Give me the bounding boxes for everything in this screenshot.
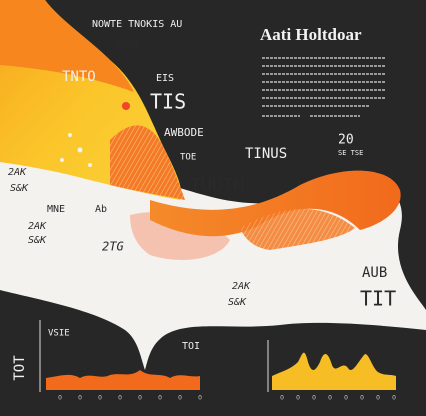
label: NOWTE TNOKIS AU <box>92 19 182 30</box>
striped-wave <box>110 125 185 200</box>
label: AUB <box>362 265 387 281</box>
label: 2TG <box>102 240 124 254</box>
label: TOI <box>182 341 200 352</box>
axis-label: 0 <box>280 395 284 402</box>
axis-label: 0 <box>296 395 300 402</box>
orange-wave-top <box>0 0 134 92</box>
orange-ribbon <box>150 170 401 237</box>
label: EIS <box>156 73 174 84</box>
striped-ribbon <box>240 208 355 250</box>
axis-label: 0 <box>98 395 102 402</box>
label: TOT <box>12 355 28 381</box>
label: TIS <box>150 90 186 114</box>
axis-label: 0 <box>178 395 182 402</box>
axis-labels: 0 0 0 0 0 0 0 0 <box>280 395 396 402</box>
label: TOE <box>180 153 196 163</box>
paragraph <box>262 57 385 117</box>
axis-label: 0 <box>328 395 332 402</box>
axis-label: 0 <box>344 395 348 402</box>
dot-cluster <box>53 133 113 201</box>
label: VSIE <box>48 329 70 339</box>
axis-label: 0 <box>376 395 380 402</box>
mini-area <box>272 352 396 390</box>
label: TINUS <box>245 146 287 162</box>
mini-area <box>46 370 200 390</box>
label: TNTO <box>62 69 96 85</box>
axis-label: 0 <box>58 395 62 402</box>
axis-label: 0 <box>158 395 162 402</box>
label: S&K <box>28 235 47 246</box>
axis-label: 0 <box>312 395 316 402</box>
label: 2AK <box>232 281 251 292</box>
label: 2AK <box>8 167 27 178</box>
label: 20 <box>338 133 354 148</box>
axis-labels: 0 0 0 0 0 0 0 0 <box>58 395 202 402</box>
axis-label: 0 <box>118 395 122 402</box>
title: Aati Holtdoar <box>260 25 362 44</box>
label: SE TSE <box>338 149 363 157</box>
label: AWBODE <box>164 126 204 139</box>
axis-label: 0 <box>360 395 364 402</box>
label: S&K <box>228 297 247 308</box>
label: 2AK <box>28 221 47 232</box>
axis-label: 0 <box>392 395 396 402</box>
label: AMO <box>115 38 138 52</box>
label: TUUTN <box>190 175 244 196</box>
label: Ab <box>95 204 107 215</box>
axis-label: 0 <box>78 395 82 402</box>
axis-label: 0 <box>198 395 202 402</box>
axis-label: 0 <box>138 395 142 402</box>
label: TIT <box>360 287 396 311</box>
dot <box>122 102 130 110</box>
label: S&K <box>10 183 29 194</box>
label: MNE <box>47 204 65 215</box>
